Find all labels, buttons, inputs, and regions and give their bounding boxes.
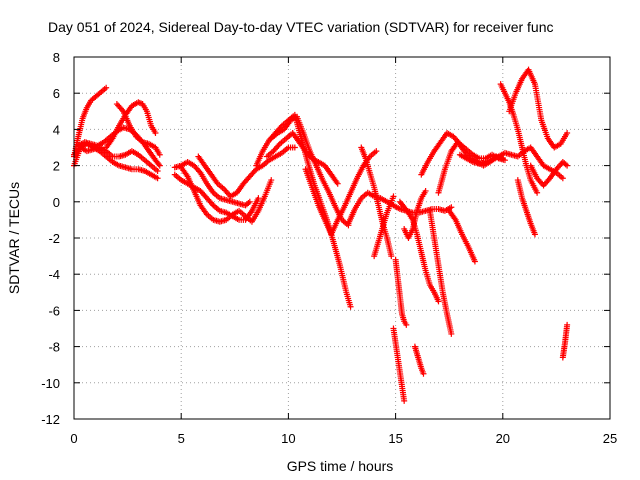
data-point-marker (154, 168, 161, 175)
data-point-marker (401, 397, 408, 404)
data-point-marker (534, 189, 541, 196)
y-axis-label: SDTVAR / TECUs (6, 182, 22, 294)
data-point-marker (564, 162, 571, 169)
series-track-9 (178, 164, 275, 225)
series-track-19 (392, 256, 410, 328)
series-track-29 (506, 66, 571, 151)
data-point-marker (154, 175, 161, 182)
x-tick-label: 5 (178, 431, 185, 446)
series-track-31 (527, 158, 571, 189)
x-tick-label: 25 (603, 431, 617, 446)
x-tick-label: 10 (281, 431, 295, 446)
series-track-18 (390, 325, 408, 404)
data-point-marker (559, 175, 566, 182)
series-track-13 (268, 113, 352, 229)
series-track-7 (171, 158, 253, 209)
data-point-marker (388, 253, 395, 260)
series-track-14 (302, 148, 380, 238)
data-point-marker (334, 180, 341, 187)
x-tick-label: 15 (388, 431, 402, 446)
y-tick-label: 6 (53, 86, 60, 101)
data-point-marker (291, 144, 298, 151)
data-point-marker (373, 148, 380, 155)
series-track-22 (411, 343, 427, 377)
data-point-marker (156, 162, 163, 169)
y-tick-label: -2 (48, 231, 60, 246)
x-tick-label: 20 (496, 431, 510, 446)
y-tick-label: 2 (53, 159, 60, 174)
data-point-marker (347, 303, 354, 310)
x-tick-label: 0 (70, 431, 77, 446)
data-point-marker (435, 298, 442, 305)
y-tick-label: -4 (48, 267, 60, 282)
series-track-26 (446, 207, 478, 265)
data-point-marker (448, 330, 455, 337)
data-point-marker (531, 231, 538, 238)
data-point-marker (448, 204, 455, 211)
series-track-6 (103, 99, 159, 151)
data-point-marker (403, 321, 410, 328)
series-track-20 (396, 198, 442, 305)
data-point-marker (255, 195, 262, 202)
series-track-17 (371, 193, 397, 260)
series-track-10 (195, 144, 298, 200)
chart-title: Day 051 of 2024, Sidereal Day-to-day VTE… (48, 19, 554, 35)
y-tick-label: 4 (53, 122, 60, 137)
data-point-marker (564, 321, 571, 328)
y-tick-label: -6 (48, 303, 60, 318)
data-point-marker (152, 130, 159, 137)
x-axis-label: GPS time / hours (287, 458, 394, 474)
data-point-marker (404, 208, 411, 215)
data-point-marker (103, 84, 110, 91)
data-point-marker (471, 258, 478, 265)
series-track-21 (401, 187, 429, 241)
series-track-3 (71, 144, 161, 175)
data-point-marker (156, 151, 163, 158)
y-tick-label: 0 (53, 195, 60, 210)
series-track-32 (559, 321, 571, 361)
series-track-30 (514, 177, 538, 238)
data-marks (71, 66, 571, 404)
y-tick-label: -10 (41, 376, 60, 391)
data-point-marker (564, 130, 571, 137)
data-point-marker (420, 370, 427, 377)
data-point-marker (422, 187, 429, 194)
data-point-marker (246, 198, 253, 205)
data-point-marker (155, 161, 162, 168)
y-tick-label: 8 (53, 50, 60, 65)
y-tick-label: -12 (41, 412, 60, 427)
series-track-23 (426, 207, 455, 337)
y-tick-label: -8 (48, 340, 60, 355)
data-point-marker (390, 193, 397, 200)
data-point-marker (268, 177, 275, 184)
